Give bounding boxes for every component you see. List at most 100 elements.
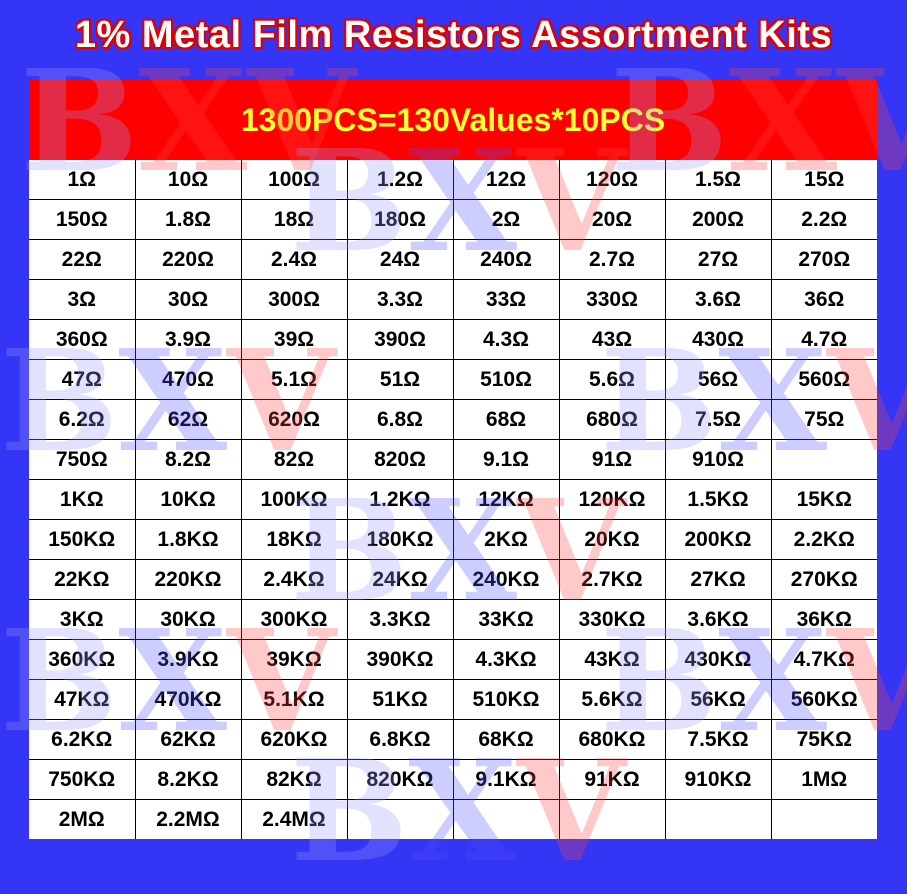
table-row: 3Ω 30Ω 300Ω 3.3Ω 33Ω 330Ω 3.6Ω 36Ω bbox=[29, 279, 877, 320]
resistor-value-cell: 27KΩ bbox=[664, 559, 772, 600]
resistor-value-cell: 390Ω bbox=[346, 319, 454, 360]
resistor-value-cell: 2KΩ bbox=[452, 519, 560, 560]
resistor-value-cell: 1.2KΩ bbox=[346, 479, 454, 520]
table-row: 3KΩ 30KΩ 300KΩ 3.3KΩ 33KΩ 330KΩ 3.6KΩ 36KΩ bbox=[29, 599, 877, 640]
resistor-value-cell: 2.4Ω bbox=[240, 239, 348, 280]
resistor-value-cell: 6.8Ω bbox=[346, 399, 454, 440]
table-row: 22Ω 220Ω 2.4Ω 24Ω 240Ω 2.7Ω 27Ω 270Ω bbox=[29, 239, 877, 280]
table-row: 750KΩ 8.2KΩ 82KΩ 820KΩ 9.1KΩ 91KΩ 910KΩ 1MΩ bbox=[29, 759, 877, 800]
table-row: 47KΩ 470KΩ 5.1KΩ 51KΩ 510KΩ 5.6KΩ 56KΩ 560KΩ bbox=[29, 679, 877, 720]
page-title: 1% Metal Film Resistors Assortment Kits bbox=[74, 14, 833, 56]
resistor-value-cell: 43KΩ bbox=[558, 639, 666, 680]
table-row: 360Ω 3.9Ω 39Ω 390Ω 4.3Ω 43Ω 430Ω 4.7Ω bbox=[29, 319, 877, 360]
resistor-value-cell: 220KΩ bbox=[134, 559, 242, 600]
resistor-value-cell: 51KΩ bbox=[346, 679, 454, 720]
resistor-value-cell: 910KΩ bbox=[664, 759, 772, 800]
resistor-value-cell: 2.4KΩ bbox=[240, 559, 348, 600]
resistor-value-cell: 300KΩ bbox=[240, 599, 348, 640]
resistor-value-cell: 360KΩ bbox=[29, 639, 136, 680]
resistor-value-cell: 68Ω bbox=[452, 399, 560, 440]
resistor-value-cell: 680Ω bbox=[558, 399, 666, 440]
table-row: 22KΩ 220KΩ 2.4KΩ 24KΩ 240KΩ 2.7KΩ 27KΩ 270KΩ bbox=[29, 559, 877, 600]
resistor-value-cell: 20Ω bbox=[558, 199, 666, 240]
resistor-value-cell bbox=[346, 799, 454, 839]
resistor-value-cell: 430Ω bbox=[664, 319, 772, 360]
resistor-value-cell: 3KΩ bbox=[29, 599, 136, 640]
resistor-value-cell: 75KΩ bbox=[770, 719, 877, 760]
resistor-value-cell: 22Ω bbox=[29, 239, 136, 280]
table-row: 6.2KΩ 62KΩ 620KΩ 6.8KΩ 68KΩ 680KΩ 7.5KΩ 75KΩ bbox=[29, 719, 877, 760]
resistor-value-cell: 75Ω bbox=[770, 399, 877, 440]
resistor-value-cell: 330Ω bbox=[558, 279, 666, 320]
resistor-value-cell: 5.6Ω bbox=[558, 359, 666, 400]
resistor-value-table: 1Ω 10Ω 100Ω 1.2Ω 12Ω 120Ω 1.5Ω 15Ω 150Ω 1.8Ω 18Ω 18… bbox=[29, 160, 877, 839]
table-row: 750Ω 8.2Ω 82Ω 820Ω 9.1Ω 91Ω 910Ω bbox=[29, 439, 877, 480]
resistor-value-cell: 2.2KΩ bbox=[770, 519, 877, 560]
resistor-value-cell: 27Ω bbox=[664, 239, 772, 280]
resistor-value-cell: 43Ω bbox=[558, 319, 666, 360]
resistor-value-cell: 6.8KΩ bbox=[346, 719, 454, 760]
resistor-value-cell: 680KΩ bbox=[558, 719, 666, 760]
resistor-value-cell bbox=[664, 799, 772, 839]
resistor-value-cell: 4.3Ω bbox=[452, 319, 560, 360]
resistor-value-cell: 470Ω bbox=[134, 359, 242, 400]
resistor-value-cell: 9.1Ω bbox=[452, 439, 560, 480]
resistor-value-cell bbox=[452, 799, 560, 839]
resistor-value-cell: 220Ω bbox=[134, 239, 242, 280]
resistor-value-cell: 15Ω bbox=[770, 160, 877, 200]
resistor-value-cell: 22KΩ bbox=[29, 559, 136, 600]
resistor-value-cell: 1MΩ bbox=[770, 759, 877, 800]
resistor-value-cell: 270KΩ bbox=[770, 559, 877, 600]
resistor-value-cell: 7.5Ω bbox=[664, 399, 772, 440]
resistor-value-cell: 47KΩ bbox=[29, 679, 136, 720]
resistor-value-cell: 51Ω bbox=[346, 359, 454, 400]
resistor-value-cell: 200KΩ bbox=[664, 519, 772, 560]
resistor-value-cell: 1.2Ω bbox=[346, 160, 454, 200]
resistor-value-cell: 2.4MΩ bbox=[240, 799, 348, 839]
resistor-value-cell: 62Ω bbox=[134, 399, 242, 440]
resistor-value-cell: 150Ω bbox=[29, 199, 136, 240]
resistor-value-cell: 300Ω bbox=[240, 279, 348, 320]
resistor-value-cell: 1KΩ bbox=[29, 479, 136, 520]
resistor-value-cell: 6.2Ω bbox=[29, 399, 136, 440]
resistor-value-cell: 3Ω bbox=[29, 279, 136, 320]
resistor-value-cell: 3.9Ω bbox=[134, 319, 242, 360]
resistor-value-cell: 36Ω bbox=[770, 279, 877, 320]
resistor-value-cell: 7.5KΩ bbox=[664, 719, 772, 760]
resistor-value-cell: 910Ω bbox=[664, 439, 772, 480]
resistor-value-cell: 9.1KΩ bbox=[452, 759, 560, 800]
resistor-value-cell bbox=[558, 799, 666, 839]
resistor-value-cell: 100KΩ bbox=[240, 479, 348, 520]
resistor-value-cell: 560Ω bbox=[770, 359, 877, 400]
resistor-value-cell: 360Ω bbox=[29, 319, 136, 360]
resistor-value-cell: 15KΩ bbox=[770, 479, 877, 520]
resistor-value-cell bbox=[770, 799, 877, 839]
resistor-value-cell: 1.8Ω bbox=[134, 199, 242, 240]
resistor-value-cell: 510Ω bbox=[452, 359, 560, 400]
quantity-banner: 1300PCS=130Values*10PCS bbox=[29, 80, 877, 160]
banner-text: 1300PCS=130Values*10PCS bbox=[240, 101, 666, 138]
table-row: 1Ω 10Ω 100Ω 1.2Ω 12Ω 120Ω 1.5Ω 15Ω bbox=[29, 160, 877, 200]
resistor-value-cell: 390KΩ bbox=[346, 639, 454, 680]
resistor-value-cell: 270Ω bbox=[770, 239, 877, 280]
resistor-value-cell: 3.6Ω bbox=[664, 279, 772, 320]
resistor-value-cell: 82KΩ bbox=[240, 759, 348, 800]
resistor-value-cell: 3.3KΩ bbox=[346, 599, 454, 640]
resistor-value-cell: 33Ω bbox=[452, 279, 560, 320]
resistor-value-cell: 620KΩ bbox=[240, 719, 348, 760]
resistor-value-cell: 1.5KΩ bbox=[664, 479, 772, 520]
resistor-value-cell: 2.2MΩ bbox=[134, 799, 242, 839]
resistor-value-cell: 430KΩ bbox=[664, 639, 772, 680]
resistor-value-cell: 10KΩ bbox=[134, 479, 242, 520]
resistor-value-cell: 2.7KΩ bbox=[558, 559, 666, 600]
resistor-value-cell: 470KΩ bbox=[134, 679, 242, 720]
resistor-value-cell: 30Ω bbox=[134, 279, 242, 320]
resistor-value-cell: 120KΩ bbox=[558, 479, 666, 520]
resistor-value-cell: 150KΩ bbox=[29, 519, 136, 560]
resistor-value-cell: 120Ω bbox=[558, 160, 666, 200]
resistor-value-cell: 330KΩ bbox=[558, 599, 666, 640]
resistor-value-cell: 2.7Ω bbox=[558, 239, 666, 280]
resistor-value-cell: 3.9KΩ bbox=[134, 639, 242, 680]
resistor-value-cell: 4.3KΩ bbox=[452, 639, 560, 680]
resistor-value-cell: 510KΩ bbox=[452, 679, 560, 720]
